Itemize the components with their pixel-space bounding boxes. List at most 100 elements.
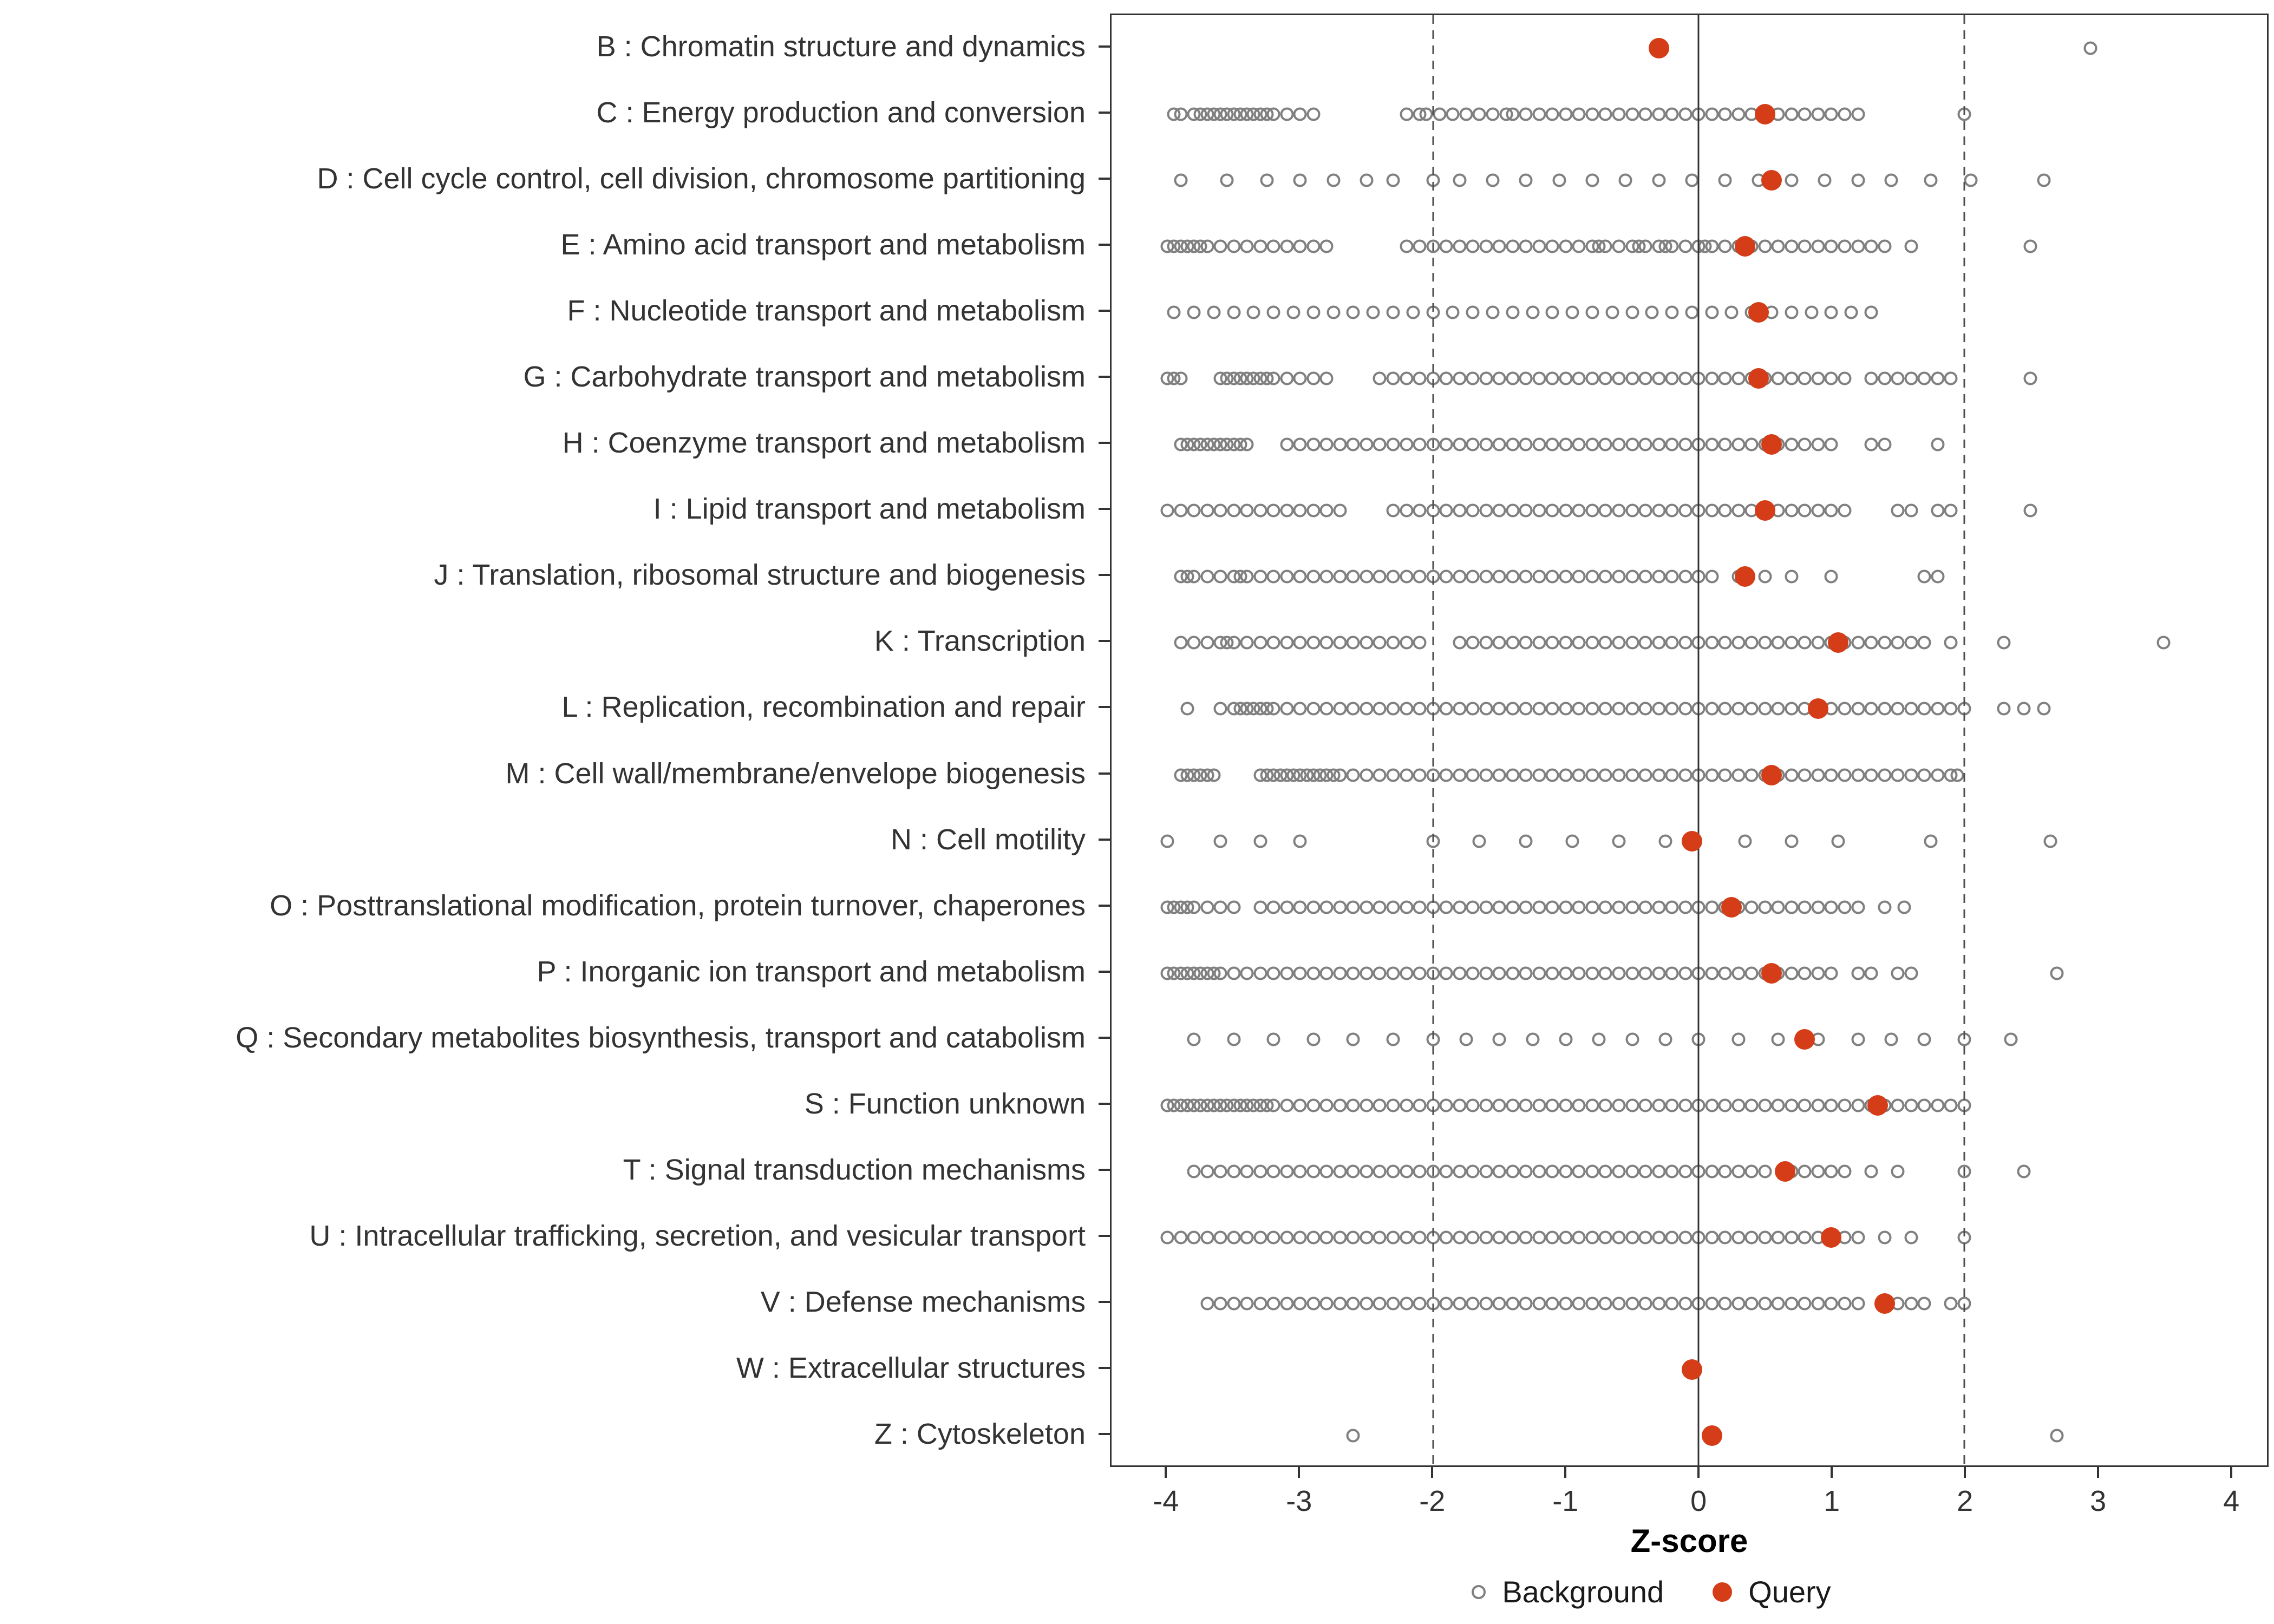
background-point: [1492, 239, 1506, 253]
background-point: [1227, 1230, 1241, 1245]
x-tick: [1298, 1467, 1301, 1478]
background-point: [1492, 768, 1506, 782]
background-point: [1466, 900, 1480, 914]
background-point: [1386, 702, 1400, 716]
background-point: [1386, 1032, 1400, 1046]
category-label: N : Cell motility: [890, 823, 1086, 856]
background-point: [1466, 768, 1480, 782]
background-point: [1598, 107, 1612, 121]
background-point: [1545, 1230, 1559, 1245]
background-point: [1572, 702, 1586, 716]
background-point: [1625, 1098, 1639, 1112]
background-point: [1612, 1164, 1626, 1178]
background-point: [1625, 1164, 1639, 1178]
background-point: [1506, 1164, 1520, 1178]
background-point: [1864, 966, 1878, 980]
background-point: [1724, 305, 1739, 319]
background-point: [1360, 966, 1374, 980]
background-point: [1526, 305, 1540, 319]
background-point: [1532, 1296, 1546, 1311]
background-point: [1466, 966, 1480, 980]
background-point: [1652, 1164, 1666, 1178]
background-point: [1718, 371, 1732, 385]
category-label: O : Posttranslational modification, prot…: [270, 889, 1086, 922]
background-point: [1213, 1230, 1227, 1245]
background-point: [1506, 768, 1520, 782]
background-point: [1565, 305, 1579, 319]
background-point: [1386, 437, 1400, 451]
legend-item-query: Query: [1713, 1574, 1831, 1609]
background-point: [1227, 305, 1241, 319]
background-point: [1346, 1098, 1360, 1112]
background-point: [1333, 1098, 1347, 1112]
category-label: G : Carbohydrate transport and metabolis…: [523, 361, 1086, 394]
background-point: [1400, 1230, 1414, 1245]
background-point: [1931, 569, 1945, 584]
background-point: [1878, 702, 1892, 716]
y-tick: [1099, 45, 1110, 48]
background-point: [1506, 569, 1520, 584]
background-point: [1851, 900, 1865, 914]
background-point: [1744, 768, 1759, 782]
background-point: [1931, 702, 1945, 716]
background-point: [1333, 1230, 1347, 1245]
background-point: [1678, 239, 1693, 253]
background-point: [1718, 239, 1732, 253]
background-point: [1652, 107, 1666, 121]
background-point: [1492, 966, 1506, 980]
background-point: [1213, 1164, 1227, 1178]
background-point: [1891, 636, 1905, 650]
category-row: [1112, 1403, 2267, 1469]
background-point: [1439, 966, 1453, 980]
background-point: [1738, 834, 1752, 848]
x-tick: [2097, 1467, 2100, 1478]
background-point: [2043, 834, 2057, 848]
background-point: [1506, 305, 1520, 319]
background-point: [1400, 966, 1414, 980]
background-point: [1904, 966, 1918, 980]
background-point: [1585, 437, 1599, 451]
background-point: [1413, 437, 1427, 451]
background-point: [1386, 768, 1400, 782]
background-point: [1413, 1164, 1427, 1178]
background-point: [1559, 239, 1573, 253]
background-point: [1227, 900, 1241, 914]
background-point: [1771, 636, 1785, 650]
background-point: [1386, 1164, 1400, 1178]
background-point: [1731, 1230, 1746, 1245]
background-point: [1280, 437, 1294, 451]
background-point: [1280, 1164, 1294, 1178]
background-point: [1685, 173, 1699, 187]
background-point: [1306, 702, 1321, 716]
background-point: [1439, 371, 1453, 385]
background-point: [1552, 173, 1566, 187]
background-point: [1625, 966, 1639, 980]
background-point: [1638, 1164, 1652, 1178]
background-point: [1280, 1230, 1294, 1245]
background-point: [1227, 239, 1241, 253]
background-point: [1585, 173, 1599, 187]
query-point: [1735, 566, 1756, 587]
background-point: [1897, 900, 1911, 914]
category-label: V : Defense mechanisms: [760, 1285, 1086, 1318]
background-point: [1864, 437, 1878, 451]
background-point: [1705, 966, 1719, 980]
background-point: [1280, 1098, 1294, 1112]
background-point: [1585, 966, 1599, 980]
background-point: [1585, 371, 1599, 385]
background-point: [1798, 437, 1812, 451]
background-point: [1187, 503, 1201, 518]
background-point: [1824, 503, 1838, 518]
background-point: [1851, 1296, 1865, 1311]
background-point: [1545, 569, 1559, 584]
background-point: [1360, 1230, 1374, 1245]
background-point: [1453, 1098, 1467, 1112]
background-point: [1506, 636, 1520, 650]
background-point: [1625, 636, 1639, 650]
background-point: [1811, 966, 1825, 980]
y-tick: [1099, 706, 1110, 709]
background-point: [1625, 437, 1639, 451]
background-point: [1246, 305, 1260, 319]
background-point: [1519, 636, 1533, 650]
background-point: [1413, 966, 1427, 980]
